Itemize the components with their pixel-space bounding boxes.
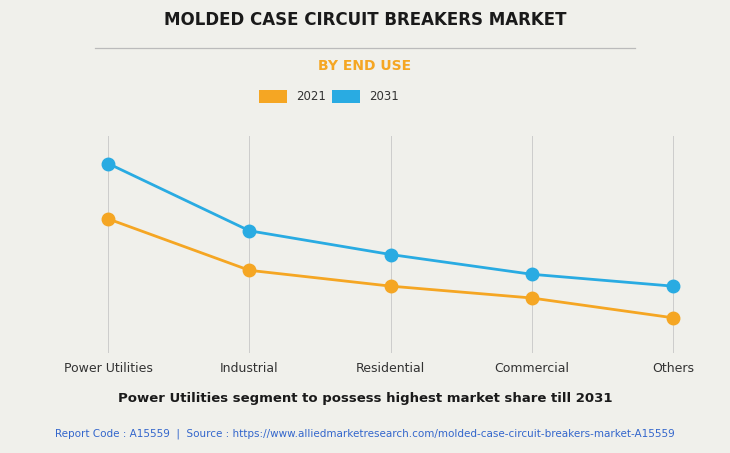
Text: BY END USE: BY END USE	[318, 59, 412, 73]
2021	[245, 268, 254, 273]
2031	[386, 252, 395, 257]
Text: Power Utilities segment to possess highest market share till 2031: Power Utilities segment to possess highe…	[118, 392, 612, 405]
2031	[104, 161, 112, 166]
Line: 2021: 2021	[102, 212, 679, 324]
Text: Report Code : A15559  |  Source : https://www.alliedmarketresearch.com/molded-ca: Report Code : A15559 | Source : https://…	[55, 428, 675, 439]
2021	[386, 284, 395, 289]
2021	[527, 295, 536, 301]
Line: 2031: 2031	[102, 157, 679, 292]
Text: 2031: 2031	[369, 90, 399, 103]
Text: MOLDED CASE CIRCUIT BREAKERS MARKET: MOLDED CASE CIRCUIT BREAKERS MARKET	[164, 11, 566, 29]
2031	[245, 228, 254, 233]
2021	[104, 216, 112, 222]
Text: 2021: 2021	[296, 90, 326, 103]
2021	[669, 315, 677, 320]
2031	[527, 271, 536, 277]
2031	[669, 284, 677, 289]
